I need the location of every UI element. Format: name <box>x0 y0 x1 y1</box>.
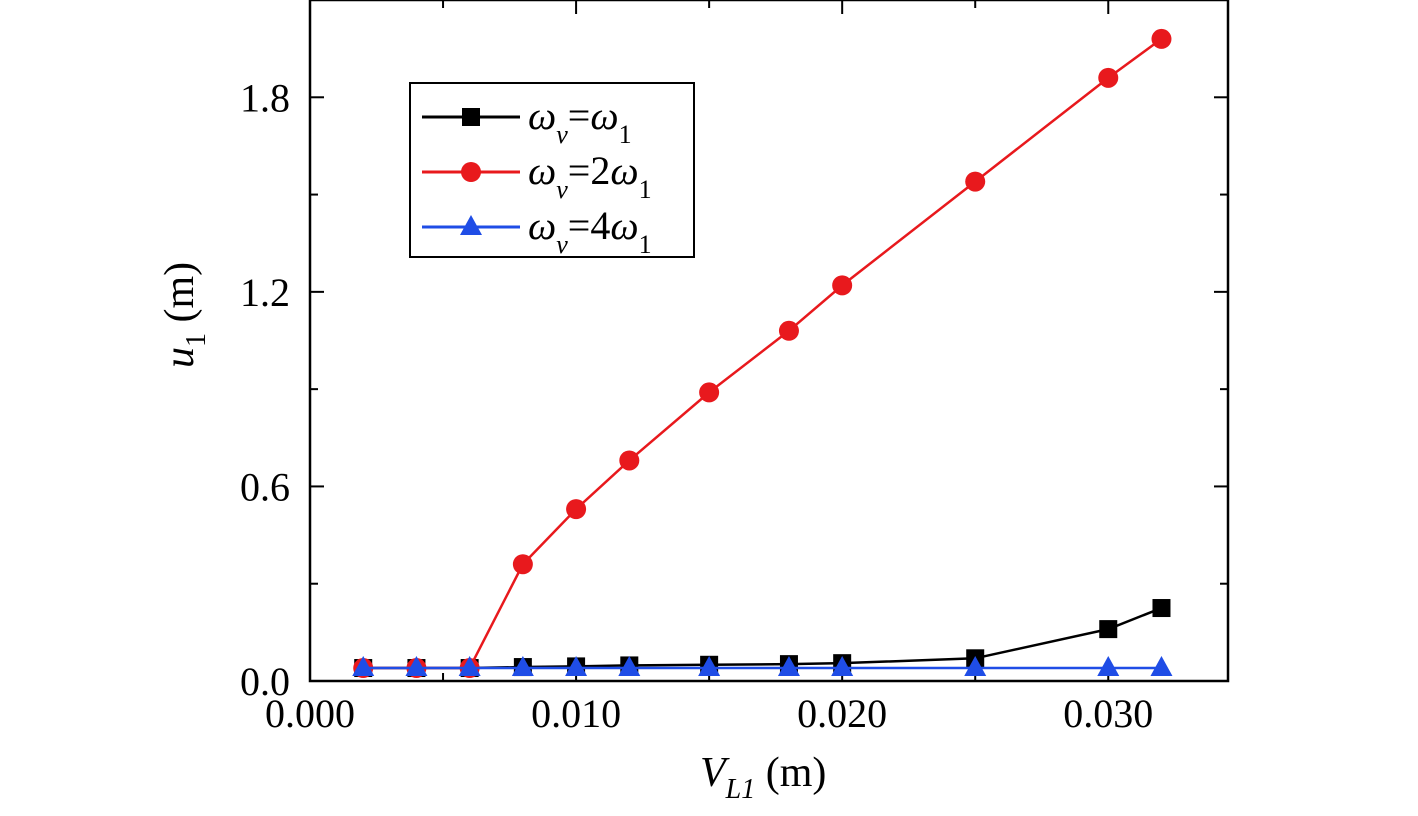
y-tick-label: 0.0 <box>240 659 290 704</box>
y-axis-title: u1 (m) <box>157 262 212 368</box>
y-axis-title-unit: (m) <box>157 262 203 333</box>
data-point <box>1098 67 1119 88</box>
data-point <box>458 656 481 677</box>
data-point <box>965 171 986 192</box>
svg-text:u1 (m): u1 (m) <box>157 262 212 368</box>
y-tick-label: 1.2 <box>240 270 290 315</box>
data-point <box>1150 656 1173 677</box>
x-tick-label: 0.000 <box>265 691 355 736</box>
legend-marker <box>462 108 480 126</box>
svg-text:VL1 (m): VL1 (m) <box>700 750 826 805</box>
y-axis-title-sub: 1 <box>181 333 212 347</box>
legend-entry-2: ωv=2ω1 <box>422 148 652 204</box>
x-axis-title-unit: (m) <box>755 750 826 796</box>
data-point <box>777 656 800 677</box>
data-point <box>352 656 375 677</box>
data-point <box>618 656 641 677</box>
legend-label: ωv=4ω1 <box>528 203 652 259</box>
data-point <box>1099 620 1118 639</box>
y-axis-title-main: u <box>157 347 203 368</box>
data-point <box>512 554 533 575</box>
data-point <box>778 320 799 341</box>
data-point <box>964 656 987 677</box>
x-tick-label: 0.030 <box>1063 691 1153 736</box>
y-tick-label: 1.8 <box>240 75 290 120</box>
x-axis-title-sub: L1 <box>725 774 756 805</box>
data-point <box>566 499 587 520</box>
data-point <box>699 382 720 403</box>
series-line <box>363 606 1162 670</box>
data-point <box>698 656 721 677</box>
data-point <box>831 656 854 677</box>
legend-marker <box>461 162 481 182</box>
legend-label: ωv=2ω1 <box>528 148 652 204</box>
data-point <box>1097 656 1120 677</box>
legend-marker <box>460 215 482 235</box>
data-point <box>619 450 640 471</box>
data-point <box>1152 599 1171 618</box>
series-3 <box>352 656 1173 677</box>
legend-entry-1: ωv=ω1 <box>422 93 632 149</box>
y-tick-label: 0.6 <box>240 464 290 509</box>
legend-entry-3: ωv=4ω1 <box>422 203 652 259</box>
legend-label: ωv=ω1 <box>528 93 632 149</box>
data-point <box>1151 28 1172 49</box>
data-point <box>511 656 534 677</box>
plot-frame <box>308 0 1230 683</box>
tick-labels: 0.000 0.010 0.020 0.030 0.0 0.6 1.2 1.8 <box>240 75 1153 736</box>
x-axis-title: VL1 (m) <box>700 750 826 805</box>
data-point <box>832 275 853 296</box>
data-point <box>405 656 428 677</box>
x-tick-label: 0.020 <box>797 691 887 736</box>
x-tick-label: 0.010 <box>531 691 621 736</box>
data-point <box>565 656 588 677</box>
x-axis-title-main: V <box>700 750 730 796</box>
plot-series <box>352 28 1173 679</box>
